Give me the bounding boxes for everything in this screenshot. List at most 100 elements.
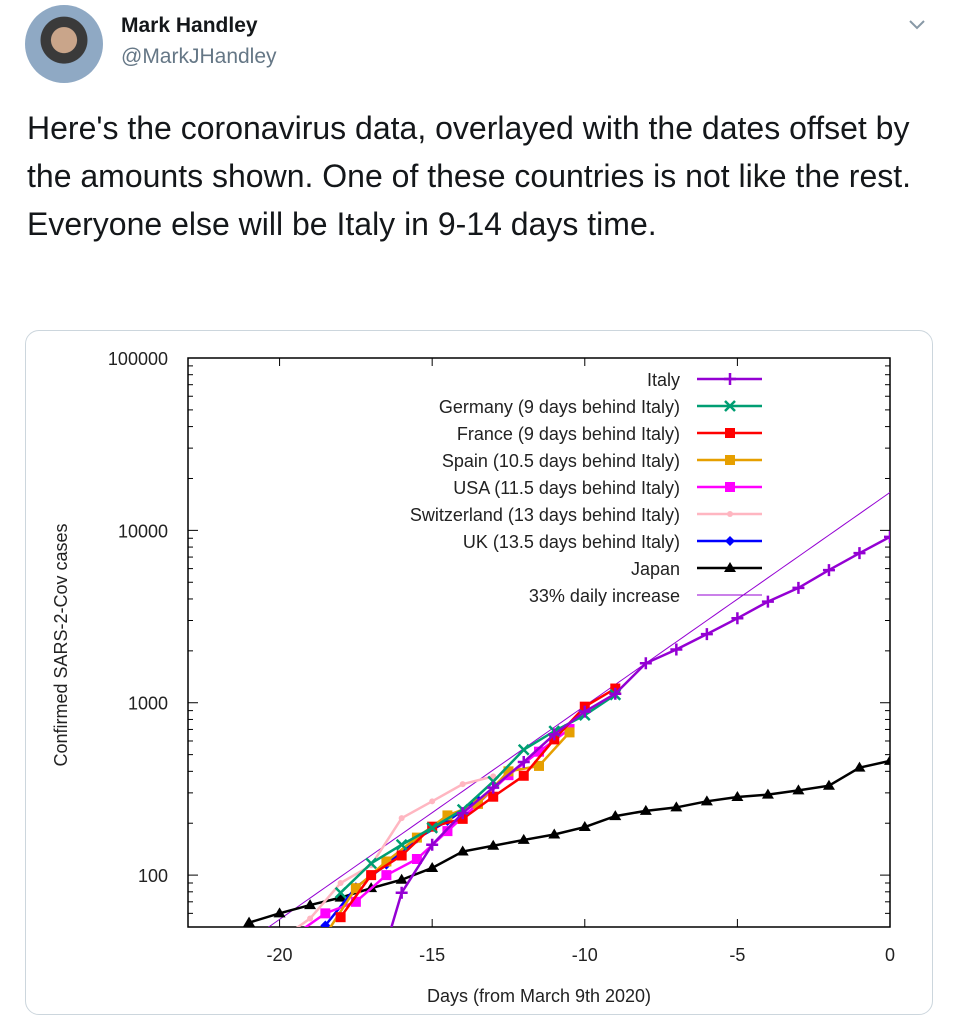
marker-triangle xyxy=(853,761,866,772)
y-axis-label: Confirmed SARS-2-Cov cases xyxy=(51,523,71,766)
marker-plus xyxy=(639,657,652,670)
y-tick-label: 1000 xyxy=(128,694,168,714)
author-name[interactable]: Mark Handley xyxy=(121,14,258,37)
marker-plus xyxy=(853,547,866,560)
x-tick-label: -15 xyxy=(419,945,445,965)
legend-label: Germany (9 days behind Italy) xyxy=(439,397,680,417)
marker-square xyxy=(725,482,735,492)
marker-triangle xyxy=(700,795,713,806)
marker-square xyxy=(396,850,407,861)
marker-plus xyxy=(731,612,744,625)
marker-square xyxy=(381,870,392,881)
chevron-down-icon[interactable] xyxy=(905,12,929,36)
legend-label: Italy xyxy=(647,370,680,390)
chart-card[interactable] xyxy=(25,330,933,1015)
marker-plus xyxy=(365,990,377,1002)
series-line xyxy=(303,728,571,927)
marker-plus xyxy=(395,886,408,899)
series-spain xyxy=(329,727,575,927)
marker-triangle xyxy=(884,754,890,765)
legend-label: 33% daily increase xyxy=(529,586,680,606)
author-handle[interactable]: @MarkJHandley xyxy=(121,45,277,68)
marker-square xyxy=(350,896,361,907)
marker-square xyxy=(290,930,300,940)
marker-dot xyxy=(727,511,733,517)
marker-plus xyxy=(456,807,469,820)
marker-triangle xyxy=(792,784,805,795)
marker-cross xyxy=(426,821,439,834)
marker-triangle xyxy=(304,899,317,910)
marker-diamond xyxy=(320,920,331,927)
marker-square xyxy=(725,455,735,465)
marker-square xyxy=(488,791,499,802)
series-line xyxy=(267,492,890,927)
marker-square xyxy=(381,856,392,867)
marker-diamond xyxy=(725,536,735,546)
series-germany xyxy=(334,688,622,899)
marker-plus xyxy=(578,705,591,718)
marker-triangle xyxy=(334,891,347,902)
marker-dot xyxy=(277,937,283,943)
marker-triangle xyxy=(426,861,439,872)
marker-plus xyxy=(548,728,561,741)
series-japan xyxy=(243,754,890,927)
marker-square xyxy=(534,760,544,771)
marker-dot xyxy=(429,798,436,805)
marker-triangle xyxy=(670,801,683,812)
plot-frame xyxy=(187,357,891,928)
marker-cross xyxy=(724,400,736,412)
marker-square xyxy=(350,883,361,894)
avatar[interactable] xyxy=(25,5,103,83)
marker-square xyxy=(725,428,735,438)
marker-plus xyxy=(884,530,890,543)
marker-triangle xyxy=(639,804,652,815)
marker-plus xyxy=(517,756,530,769)
marker-cross xyxy=(334,886,347,899)
legend-label: Spain (10.5 days behind Italy) xyxy=(442,451,680,471)
marker-triangle xyxy=(578,821,591,832)
series-line xyxy=(248,759,890,924)
marker-triangle xyxy=(395,873,408,884)
marker-plus xyxy=(487,781,500,794)
marker-plus xyxy=(822,564,835,577)
marker-triangle xyxy=(731,790,744,801)
marker-square xyxy=(518,770,529,781)
marker-plus xyxy=(670,643,683,656)
marker-triangle xyxy=(548,828,561,839)
series-33% xyxy=(267,492,890,927)
legend-label: UK (13.5 days behind Italy) xyxy=(463,532,680,552)
marker-square xyxy=(442,826,453,837)
marker-square xyxy=(366,870,377,881)
marker-plus xyxy=(724,373,736,385)
legend-label: Switzerland (13 days behind Italy) xyxy=(410,505,680,525)
x-axis-label: Days (from March 9th 2020) xyxy=(427,986,651,1006)
x-tick-label: -5 xyxy=(729,945,745,965)
marker-triangle xyxy=(456,845,469,856)
legend-label: USA (11.5 days behind Italy) xyxy=(453,478,680,498)
marker-triangle xyxy=(517,833,530,844)
x-tick-label: -20 xyxy=(267,945,293,965)
marker-square xyxy=(335,912,346,923)
x-tick-label: -10 xyxy=(572,945,598,965)
marker-triangle xyxy=(273,907,286,918)
marker-dot xyxy=(307,915,314,922)
marker-square xyxy=(442,810,453,821)
y-tick-label: 100000 xyxy=(108,349,168,369)
series-line xyxy=(295,775,494,927)
marker-triangle xyxy=(822,779,835,790)
y-tick-label: 10000 xyxy=(118,521,168,541)
legend-label: France (9 days behind Italy) xyxy=(457,424,680,444)
series-line xyxy=(390,535,890,927)
marker-cross xyxy=(395,838,408,851)
marker-square xyxy=(320,908,331,919)
marker-plus xyxy=(609,687,622,700)
marker-plus xyxy=(426,838,439,851)
marker-dot xyxy=(490,773,497,780)
x-tick-label: 0 xyxy=(885,945,895,965)
legend-label: Japan xyxy=(631,559,680,579)
marker-dot xyxy=(398,815,405,822)
marker-square xyxy=(564,727,575,738)
marker-triangle xyxy=(487,839,500,850)
marker-plus xyxy=(792,581,805,594)
marker-triangle xyxy=(761,788,774,799)
